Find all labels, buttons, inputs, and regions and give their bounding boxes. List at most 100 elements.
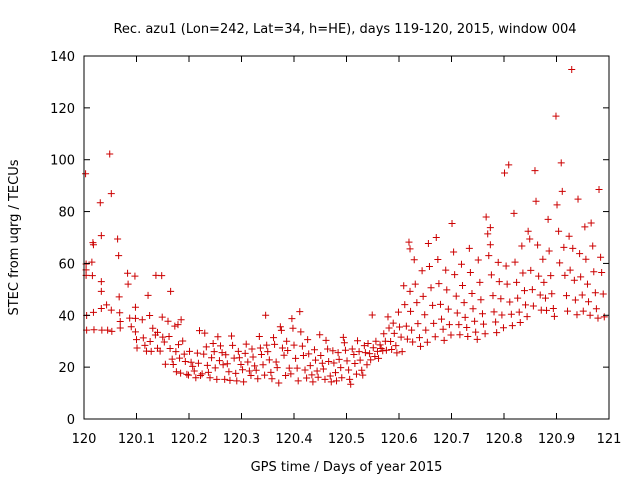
data-point bbox=[369, 344, 377, 352]
data-point bbox=[423, 338, 431, 346]
data-point bbox=[88, 272, 96, 280]
data-point bbox=[384, 313, 392, 321]
data-point bbox=[206, 374, 214, 382]
data-point bbox=[160, 338, 168, 346]
data-point bbox=[406, 287, 414, 295]
data-point bbox=[587, 219, 595, 227]
data-point bbox=[393, 349, 401, 357]
data-point bbox=[235, 354, 243, 362]
data-point bbox=[452, 292, 460, 300]
data-point bbox=[582, 255, 590, 263]
data-point bbox=[544, 215, 552, 223]
data-point bbox=[305, 350, 313, 358]
data-point bbox=[597, 253, 605, 261]
data-point bbox=[372, 337, 380, 345]
data-point bbox=[322, 336, 330, 344]
data-point bbox=[486, 241, 494, 249]
data-point bbox=[435, 280, 443, 288]
data-point bbox=[490, 308, 498, 316]
data-point bbox=[476, 278, 484, 286]
data-point bbox=[394, 308, 402, 316]
data-point bbox=[156, 347, 164, 355]
data-point bbox=[296, 308, 304, 316]
data-point bbox=[257, 350, 265, 358]
data-point bbox=[486, 224, 494, 232]
data-point bbox=[583, 280, 591, 288]
data-point bbox=[97, 232, 105, 240]
data-point bbox=[197, 371, 205, 379]
data-point bbox=[131, 272, 139, 280]
data-point bbox=[263, 341, 271, 349]
y-tick-label: 100 bbox=[50, 154, 75, 169]
data-point bbox=[196, 327, 203, 335]
data-point bbox=[215, 357, 223, 365]
data-point bbox=[287, 370, 295, 378]
x-tick-label: 120 bbox=[72, 432, 97, 447]
data-point bbox=[482, 213, 490, 221]
data-point bbox=[89, 308, 97, 316]
data-point bbox=[531, 167, 539, 175]
data-point bbox=[321, 375, 329, 383]
y-tick-label: 40 bbox=[58, 309, 75, 324]
data-point bbox=[127, 323, 135, 331]
data-point bbox=[598, 269, 606, 277]
data-point bbox=[442, 266, 450, 274]
axis-ticks-layer: 120 120.1 120.2 120.3 120.4 120.5 120.6 120.7 12… bbox=[50, 50, 621, 447]
data-point bbox=[493, 329, 501, 337]
data-point bbox=[350, 350, 358, 358]
data-point bbox=[116, 324, 124, 332]
data-point bbox=[543, 306, 551, 314]
data-point bbox=[272, 358, 280, 366]
data-point bbox=[363, 361, 371, 369]
data-point bbox=[154, 328, 161, 336]
data-point bbox=[440, 336, 448, 344]
data-point bbox=[159, 333, 167, 341]
data-point bbox=[571, 296, 579, 304]
data-point bbox=[569, 244, 577, 252]
data-point bbox=[97, 287, 105, 295]
y-tick-label: 120 bbox=[50, 102, 75, 117]
data-point bbox=[586, 311, 594, 319]
data-point bbox=[380, 330, 388, 338]
data-point bbox=[201, 329, 209, 337]
x-tick-label: 120.9 bbox=[538, 432, 575, 447]
data-point bbox=[108, 327, 116, 335]
data-point bbox=[146, 312, 154, 320]
data-point bbox=[292, 354, 300, 362]
data-point bbox=[226, 376, 234, 384]
data-point bbox=[413, 299, 421, 307]
data-point bbox=[204, 368, 212, 376]
data-point bbox=[431, 333, 439, 341]
data-point bbox=[106, 150, 114, 158]
data-point bbox=[477, 296, 485, 304]
data-point bbox=[233, 377, 241, 385]
x-tick-label: 120.6 bbox=[380, 432, 417, 447]
data-point bbox=[237, 361, 245, 369]
data-point bbox=[527, 266, 535, 274]
data-point bbox=[299, 351, 307, 359]
data-point bbox=[443, 286, 451, 294]
data-point bbox=[495, 278, 503, 286]
data-point bbox=[313, 367, 321, 375]
data-point bbox=[304, 336, 312, 344]
data-point bbox=[138, 316, 146, 324]
data-point bbox=[460, 299, 468, 307]
data-point bbox=[550, 312, 558, 320]
data-point bbox=[507, 310, 515, 318]
data-point bbox=[337, 364, 345, 372]
data-point bbox=[473, 335, 481, 343]
data-point bbox=[200, 350, 208, 358]
data-point bbox=[172, 348, 180, 356]
x-tick-label: 120.2 bbox=[170, 432, 207, 447]
data-point bbox=[456, 331, 464, 339]
data-point bbox=[400, 282, 408, 290]
data-point bbox=[259, 361, 267, 369]
data-point bbox=[242, 340, 250, 348]
data-point bbox=[116, 309, 124, 317]
data-point bbox=[314, 373, 322, 381]
data-point bbox=[167, 287, 175, 295]
data-point bbox=[186, 347, 194, 355]
data-point bbox=[481, 330, 489, 338]
data-point bbox=[516, 319, 524, 327]
